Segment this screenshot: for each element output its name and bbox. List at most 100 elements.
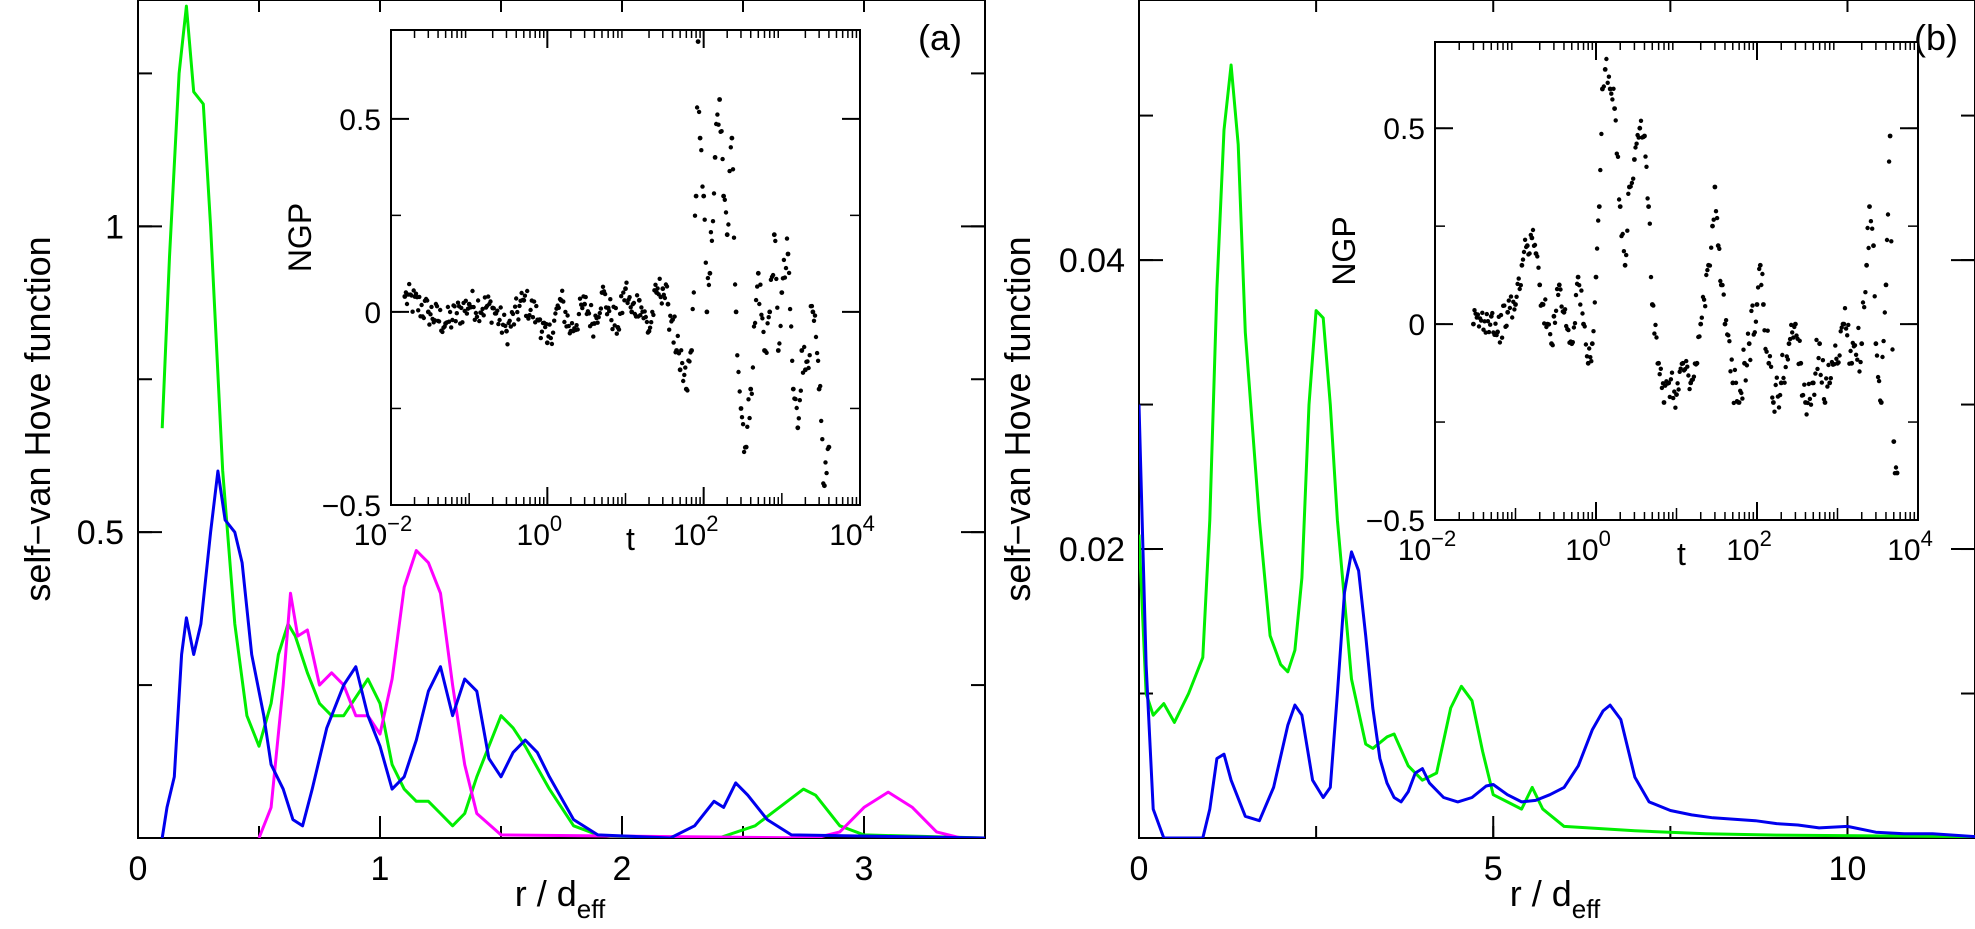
ngp-point [798,388,803,393]
ngp-point [1876,378,1882,384]
ngp-point [1498,312,1504,318]
ngp-point [1882,310,1888,315]
ngp-point [409,293,414,298]
ngp-point [748,386,754,392]
ngp-point [747,415,752,421]
y-axis-label: self−van Hove function [17,236,58,601]
ngp-point [806,365,811,371]
ngp-point [488,299,493,304]
ngp-point [1727,339,1732,344]
ngp-point [1859,341,1865,347]
ngp-point [627,295,632,300]
ngp-point [710,219,716,224]
ngp-point [1556,292,1561,298]
ngp-point [1502,303,1507,308]
ngp-point [745,424,750,429]
ngp-point [1550,343,1555,348]
y-axis-label: self−van Hove function [997,236,1038,601]
ngp-point [1883,282,1889,288]
ngp-point [735,353,740,358]
ngp-point [1661,400,1667,405]
ngp-point [1609,91,1614,96]
ngp-point [826,444,832,450]
x-tick-label: 2 [613,850,632,888]
ngp-point [1652,331,1657,336]
ngp-point [644,319,650,325]
ngp-point [512,304,518,309]
ngp-point [1529,235,1535,241]
ngp-point [1776,405,1782,410]
ngp-point [624,280,629,285]
ngp-point [1814,337,1819,343]
ngp-point [1536,265,1541,270]
ngp-point [679,348,684,353]
ngp-point [1812,392,1817,397]
ngp-point [1480,310,1485,315]
ngp-point [699,148,704,153]
ngp-point [416,308,421,313]
ngp-point [1612,106,1617,111]
ngp-point [544,321,549,327]
ngp-point [552,318,557,323]
ngp-point [1648,274,1654,280]
ngp-point [1757,266,1762,272]
ngp-point [704,309,710,315]
ngp-point [753,297,759,303]
ngp-point [733,309,739,315]
ngp-point [1613,118,1618,123]
ngp-point [607,308,612,314]
ngp-point [1783,364,1788,370]
ngp-point [696,109,702,115]
ngp-point [562,319,567,325]
ngp-point [694,105,700,110]
ngp-point [767,309,773,315]
ngp-point [1817,341,1822,347]
ngp-point [815,358,821,363]
ngp-point [793,396,798,402]
ngp-point [569,321,575,326]
ngp-point [653,282,658,287]
series-line-0 [1139,63,1975,838]
ngp-point [1540,302,1546,307]
ngp-point [818,383,823,389]
ngp-point [1579,288,1584,293]
ngp-point [820,437,825,442]
ngp-point [707,270,713,276]
ngp-point [514,296,519,301]
ngp-point [519,290,524,296]
ngp-point [1804,412,1809,417]
ngp-point [1512,307,1517,312]
ngp-point [595,320,600,325]
ngp-point [526,316,531,321]
ngp-point [1522,237,1528,242]
inset-y-tick-label: 0 [364,297,381,330]
ngp-point [1745,331,1751,336]
ngp-point [1667,394,1673,400]
ngp-point [755,284,760,289]
ngp-point [447,309,453,315]
ngp-point [638,313,643,318]
inset-x-axis-label: t [1677,536,1686,572]
ngp-point [751,324,757,329]
ngp-point [1828,376,1834,381]
ngp-point [1615,154,1621,159]
ngp-point [1505,309,1511,315]
x-axis-label: r / deff [515,873,606,924]
ngp-point [1770,395,1775,400]
ngp-point [1479,318,1484,323]
ngp-point [1887,133,1893,139]
ngp-point [773,238,778,244]
ngp-point [1548,332,1553,337]
ngp-point [814,350,820,356]
ngp-point [810,309,816,315]
ngp-point [1687,386,1692,392]
ngp-point [692,213,698,218]
ngp-point [1513,302,1518,307]
inset-y-axis-label: NGP [1326,216,1362,285]
ngp-point [1596,204,1602,210]
ngp-point [730,167,736,172]
ngp-point [1744,363,1750,368]
ngp-point [1705,267,1710,273]
ngp-point [1553,308,1559,313]
ngp-point [1712,184,1718,190]
